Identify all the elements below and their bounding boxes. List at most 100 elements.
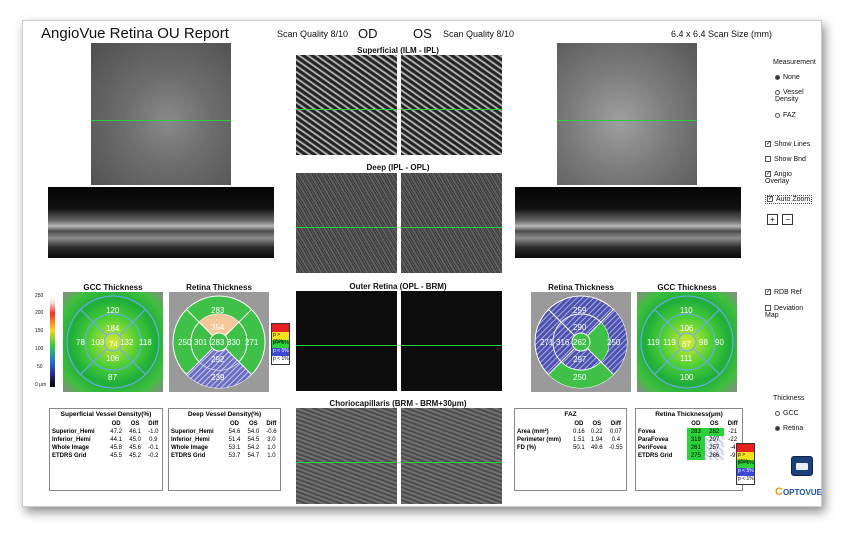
section-outer: Outer Retina (OPL - BRM): [349, 282, 447, 291]
fundus-image-os[interactable]: [557, 43, 697, 185]
retina-map-od[interactable]: 283 354 250 301 283 330 271 292 239: [169, 292, 269, 392]
table-row: Inferior_Hemi 44.1 45.0 0.9: [50, 436, 162, 444]
scan-line[interactable]: [296, 109, 397, 110]
check-angio-overlay[interactable]: ✓ Angio Overlay: [765, 171, 805, 185]
deep-density-table: OD OS Diff Superior_Hemi 54.6 54.0 -0.6 Inf…: [169, 420, 280, 460]
check-label: Show Lines: [774, 141, 811, 148]
scan-line[interactable]: [91, 120, 231, 121]
fundus-image-od[interactable]: [91, 43, 231, 185]
radio-dot[interactable]: [775, 112, 780, 118]
radio-none[interactable]: None: [775, 74, 800, 81]
scan-line[interactable]: [401, 109, 502, 110]
row-label: ETDRS Grid: [52, 453, 87, 459]
scan-line[interactable]: [401, 227, 502, 228]
print-icon[interactable]: [791, 456, 813, 476]
scan-line[interactable]: [296, 462, 397, 463]
col-header: OS: [249, 421, 258, 427]
ret-od-n-inner: 330: [227, 338, 241, 347]
ret-od-i-inner: 292: [211, 355, 225, 364]
zoom-in-icon[interactable]: +: [767, 214, 778, 225]
ret-os-s-outer: 259: [573, 306, 587, 315]
angio-deep-od[interactable]: [296, 173, 397, 273]
gcc-left-title: GCC Thickness: [83, 283, 143, 292]
radio-dot[interactable]: [775, 425, 780, 431]
zoom-controls: + −: [767, 209, 794, 227]
optovue-logo: COPTOVUE: [775, 486, 822, 498]
check-label: Angio Overlay: [765, 171, 792, 185]
scale-100: 100: [35, 346, 44, 352]
cell-od: 275: [686, 452, 706, 460]
bscan-os[interactable]: [515, 187, 741, 258]
table-row: ETDRS Grid 45.5 45.2 -0.2: [50, 452, 162, 460]
ret-od-s-inner: 354: [211, 323, 225, 332]
checkbox-checked[interactable]: ✓: [765, 141, 772, 148]
row-label: Inferior_Hemi: [171, 437, 210, 443]
row-label: Whole Image: [52, 445, 90, 451]
table-row: Inferior_Hemi 51.4 54.5 3.0: [169, 436, 280, 444]
gcc-map-od[interactable]: 120 184 78 103 74 132 118 106 87: [63, 292, 163, 392]
scan-line[interactable]: [557, 120, 697, 121]
angio-chorio-od[interactable]: [296, 408, 397, 504]
scan-line[interactable]: [296, 345, 397, 346]
checkbox-checked[interactable]: ✓: [765, 171, 772, 178]
col-header: OD: [574, 421, 584, 427]
radio-dot[interactable]: [775, 410, 780, 416]
retina-map-os[interactable]: 259 290 271 316 262 297 250 250: [531, 292, 631, 392]
bscan-od[interactable]: [48, 187, 274, 258]
angio-superficial-os[interactable]: [401, 55, 502, 155]
checkbox-checked[interactable]: ✓: [767, 196, 774, 203]
radio-dot[interactable]: [775, 89, 780, 95]
radio-retina[interactable]: Retina: [775, 425, 803, 432]
gcc-os-n-outer: 90: [715, 338, 724, 347]
row-label: Perimeter (mm): [517, 437, 562, 443]
row-label: Whole Image: [171, 445, 209, 451]
check-show-lines[interactable]: ✓ Show Lines: [765, 141, 810, 148]
faz-panel: FAZ OD OS Diff Area (mm²) 0.16 0.22 0.07 Pe…: [514, 408, 627, 491]
logo-mark: C: [775, 486, 783, 498]
radio-gcc[interactable]: GCC: [775, 410, 799, 417]
checkbox-checked[interactable]: ✓: [765, 289, 772, 296]
etdrs-grid: [534, 295, 628, 389]
angio-chorio-os[interactable]: [401, 408, 502, 504]
row-label: PeriFovea: [638, 445, 667, 451]
radio-label: None: [783, 74, 800, 81]
radio-dot[interactable]: [775, 74, 780, 80]
check-deviation-map[interactable]: Deviation Map: [765, 305, 811, 319]
angio-outer-od[interactable]: [296, 291, 397, 391]
gcc-map-os[interactable]: 110 106 119 119 67 98 90 111 100: [637, 292, 737, 392]
section-superficial: Superficial (ILM - IPL): [357, 46, 439, 55]
check-rdb-ref[interactable]: ✓ RDB Ref: [765, 289, 802, 296]
gcc-od-n-inner: 132: [120, 338, 134, 347]
scan-quality-os: Scan Quality 8/10: [443, 29, 515, 39]
gcc-od-t-inner: 103: [91, 338, 105, 347]
checkbox[interactable]: [765, 156, 771, 163]
gcc-od-t-outer: 78: [76, 338, 85, 347]
angio-superficial-od[interactable]: [296, 55, 397, 155]
row-label: ParaFovea: [638, 437, 669, 443]
panel-title: Retina Thickness(μm): [655, 411, 723, 418]
radio-faz[interactable]: FAZ: [775, 112, 796, 119]
angio-outer-os[interactable]: [401, 291, 502, 391]
checkbox[interactable]: [765, 305, 771, 312]
col-header: OD: [230, 421, 239, 427]
ret-od-s-outer: 283: [211, 306, 225, 315]
check-show-bnd[interactable]: Show Bnd: [765, 156, 806, 163]
angio-deep-os[interactable]: [401, 173, 502, 273]
radio-vessel-density[interactable]: Vessel Density: [775, 89, 815, 103]
scan-line[interactable]: [401, 462, 502, 463]
zoom-out-icon[interactable]: −: [782, 214, 794, 225]
cell-od: 44.1: [110, 437, 122, 443]
table-row: Superior_Hemi 54.6 54.0 -0.6: [169, 428, 280, 436]
section-deep: Deep (IPL - OPL): [366, 163, 430, 172]
legend-green: p > 5%: [737, 460, 754, 468]
gcc-os-i-inner: 111: [680, 354, 693, 363]
scan-line[interactable]: [296, 227, 397, 228]
check-auto-zoom[interactable]: ✓ Auto Zoom: [765, 195, 813, 204]
scan-line[interactable]: [401, 345, 502, 346]
cell-diff: -0.6: [266, 429, 277, 435]
col-header: Diff: [727, 421, 738, 427]
legend-blue: p < 5%: [737, 468, 754, 476]
legend-white: p < 1%: [737, 476, 754, 484]
etdrs-grid: [66, 295, 160, 389]
table-row: ETDRS Grid 53.7 54.7 1.0: [169, 452, 280, 460]
